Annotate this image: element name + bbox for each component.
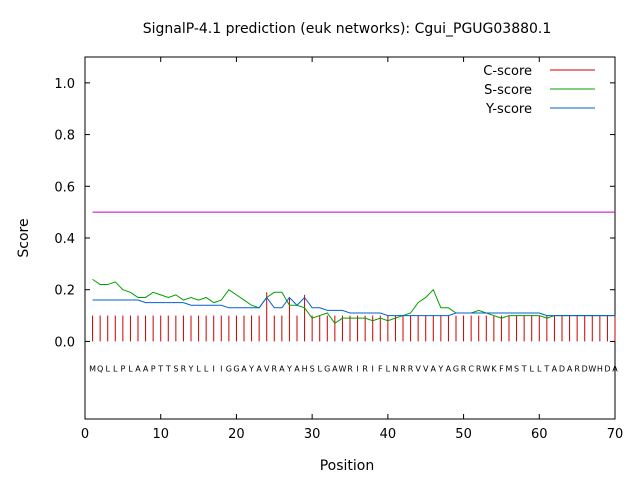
y-tick-label: 0.4: [54, 232, 75, 247]
sequence-letter: R: [181, 364, 187, 373]
x-tick-label: 50: [455, 427, 472, 442]
y-tick-label: 0.2: [54, 284, 75, 299]
s-score-legend-label: S-score: [484, 83, 532, 98]
y-tick-label: 0.6: [54, 180, 75, 195]
sequence-letter: L: [529, 364, 534, 373]
sequence-letter: A: [431, 364, 437, 373]
x-tick-label: 20: [228, 427, 245, 442]
sequence-letter: A: [552, 364, 558, 373]
x-tick-label: 30: [304, 427, 321, 442]
sequence-letter: V: [423, 364, 429, 373]
sequence-letter: N: [392, 364, 398, 373]
sequence-letter: H: [597, 364, 603, 373]
sequence-letter: L: [196, 364, 201, 373]
sequence-letter: V: [415, 364, 421, 373]
sequence-letter: L: [537, 364, 542, 373]
sequence-letter: R: [362, 364, 368, 373]
sequence-letter: L: [204, 364, 209, 373]
sequence-letter: L: [317, 364, 322, 373]
sequence-letter: W: [482, 364, 490, 373]
sequence-letter: F: [378, 364, 383, 373]
sequence-letter: S: [514, 364, 519, 373]
chart-title: SignalP-4.1 prediction (euk networks): C…: [143, 21, 552, 37]
sequence-letter: I: [372, 364, 374, 373]
sequence-letter: P: [151, 364, 156, 373]
sequence-letter: G: [324, 364, 330, 373]
y-tick-label: 1.0: [54, 77, 75, 92]
sequence-letter: A: [612, 364, 618, 373]
sequence-letter: A: [256, 364, 262, 373]
sequence-letter: P: [120, 364, 125, 373]
series-layer: [92, 278, 616, 342]
sequence-letter: V: [264, 364, 270, 373]
sequence-letter: K: [491, 364, 497, 373]
sequence-letter: R: [347, 364, 353, 373]
sequence-letter: I: [213, 364, 215, 373]
sequence-letter: Y: [286, 364, 292, 373]
sequence-letter: D: [559, 364, 565, 373]
sequence-letter: R: [400, 364, 406, 373]
y-tick-label: 0.0: [54, 335, 75, 350]
sequence-letter: G: [233, 364, 239, 373]
sequence-letter: Y: [437, 364, 443, 373]
sequence-letter: W: [338, 364, 346, 373]
c-score-legend-label: C-score: [483, 64, 532, 79]
x-tick-label: 70: [607, 427, 624, 442]
sequence-letter: S: [310, 364, 315, 373]
x-tick-label: 0: [81, 427, 89, 442]
sequence-letter: R: [574, 364, 580, 373]
sequence-letter: W: [588, 364, 596, 373]
sequence-letter: L: [128, 364, 133, 373]
sequence-letter: A: [332, 364, 338, 373]
sequence-letter: H: [302, 364, 308, 373]
sequence-letter: A: [279, 364, 285, 373]
x-tick-label: 60: [531, 427, 548, 442]
x-tick-label: 10: [152, 427, 169, 442]
sequence-letter: L: [105, 364, 110, 373]
sequence-letter: D: [582, 364, 588, 373]
sequence-letter: I: [356, 364, 358, 373]
sequence-letter: D: [604, 364, 610, 373]
x-axis-label: Position: [320, 458, 375, 474]
sequence-letter: R: [476, 364, 482, 373]
sequence-letter: M: [506, 364, 513, 373]
x-tick-label: 40: [380, 427, 397, 442]
y-score-line: [92, 296, 615, 317]
sequence-letter: T: [543, 364, 549, 373]
y-axis-label: Score: [16, 218, 32, 257]
sequence-letter: Q: [97, 364, 103, 373]
sequence-letter: M: [89, 364, 96, 373]
sequence-letter: R: [272, 364, 278, 373]
sequence-letter: G: [226, 364, 232, 373]
sequence-letter: A: [143, 364, 149, 373]
sequence-letter: R: [408, 364, 414, 373]
y-tick-label: 0.8: [54, 129, 75, 144]
sequence-letter: T: [521, 364, 527, 373]
sequence-letter: L: [113, 364, 118, 373]
sequence-letter: C: [468, 364, 474, 373]
sequence-letter: S: [173, 364, 178, 373]
s-score-line: [92, 278, 615, 325]
sequence-letter: Y: [248, 364, 254, 373]
sequence-letter: A: [241, 364, 247, 373]
sequence-letter: I: [220, 364, 222, 373]
sequence-letter: G: [453, 364, 459, 373]
sequence-letter: Y: [188, 364, 194, 373]
sequence-letter: T: [157, 364, 163, 373]
y-score-legend-label: Y-score: [485, 102, 532, 117]
sequence-letter: R: [461, 364, 467, 373]
sequence-letter: F: [499, 364, 504, 373]
sequence-letter: A: [135, 364, 141, 373]
axis-layer: 0 10 20 30 40 50 60 70 0.0 0.2 0.4 0.6 0.8 1.0: [54, 57, 623, 442]
legend: C-score S-score Y-score: [483, 64, 595, 117]
sequence-letter: A: [567, 364, 573, 373]
sequence-letter: T: [165, 364, 171, 373]
sequence-letter: A: [446, 364, 452, 373]
sequence-letter: L: [386, 364, 391, 373]
sequence-letter: A: [294, 364, 300, 373]
